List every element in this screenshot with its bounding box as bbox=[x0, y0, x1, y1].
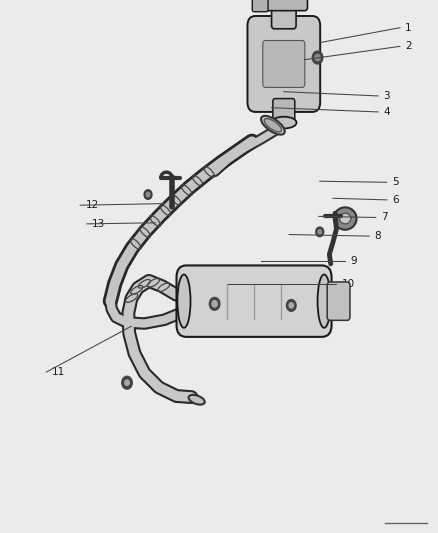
Text: 3: 3 bbox=[383, 91, 390, 101]
Circle shape bbox=[122, 376, 132, 389]
Text: 11: 11 bbox=[52, 367, 65, 377]
Ellipse shape bbox=[271, 117, 297, 128]
Text: 10: 10 bbox=[342, 279, 355, 288]
Circle shape bbox=[289, 303, 293, 308]
Ellipse shape bbox=[339, 213, 351, 224]
Ellipse shape bbox=[261, 116, 285, 135]
Text: 7: 7 bbox=[381, 213, 388, 222]
Circle shape bbox=[144, 190, 152, 199]
Ellipse shape bbox=[334, 207, 357, 230]
Circle shape bbox=[212, 301, 217, 307]
Circle shape bbox=[286, 300, 296, 311]
Ellipse shape bbox=[264, 118, 282, 132]
Circle shape bbox=[125, 380, 129, 385]
Text: 9: 9 bbox=[350, 256, 357, 266]
Circle shape bbox=[315, 54, 320, 61]
FancyBboxPatch shape bbox=[327, 282, 350, 320]
FancyBboxPatch shape bbox=[273, 99, 295, 122]
Text: 4: 4 bbox=[383, 107, 390, 117]
Circle shape bbox=[146, 192, 150, 197]
FancyBboxPatch shape bbox=[263, 41, 305, 87]
FancyBboxPatch shape bbox=[260, 0, 307, 11]
FancyBboxPatch shape bbox=[272, 2, 296, 29]
Text: 6: 6 bbox=[392, 195, 399, 205]
Ellipse shape bbox=[318, 274, 331, 328]
Text: 1: 1 bbox=[405, 23, 412, 33]
FancyBboxPatch shape bbox=[177, 265, 332, 337]
Circle shape bbox=[316, 227, 324, 237]
Text: 8: 8 bbox=[374, 231, 381, 241]
Text: 12: 12 bbox=[85, 200, 99, 210]
Circle shape bbox=[209, 297, 220, 310]
FancyBboxPatch shape bbox=[247, 16, 320, 112]
Ellipse shape bbox=[189, 395, 205, 405]
Text: 5: 5 bbox=[392, 177, 399, 187]
Text: 2: 2 bbox=[405, 42, 412, 51]
Ellipse shape bbox=[177, 274, 191, 328]
Circle shape bbox=[318, 230, 321, 234]
Circle shape bbox=[312, 51, 323, 64]
Text: 13: 13 bbox=[92, 219, 105, 229]
FancyBboxPatch shape bbox=[252, 0, 268, 12]
